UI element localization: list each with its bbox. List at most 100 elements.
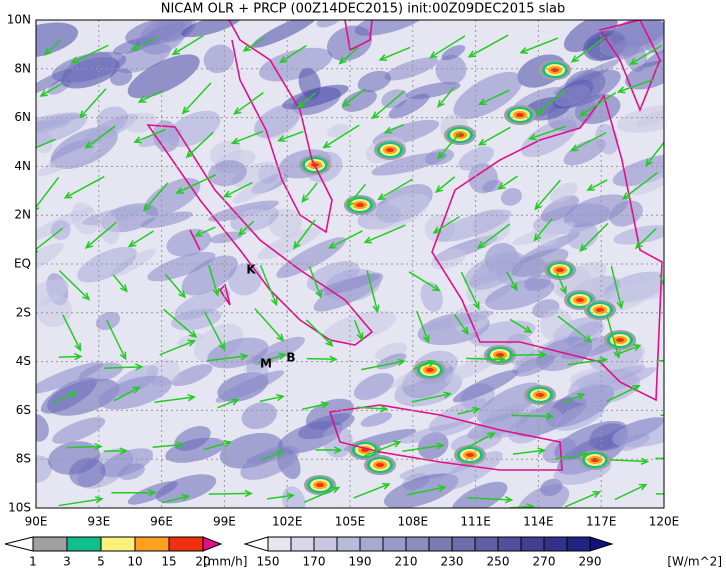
olr-patch <box>36 68 73 96</box>
olr-patch <box>371 152 447 176</box>
wind-arrow <box>36 227 64 253</box>
wind-arrow <box>567 356 609 366</box>
wind-arrow <box>193 226 216 237</box>
lat-label: 8N <box>14 61 31 75</box>
lon-label: 108E <box>398 515 429 529</box>
olr-patch <box>147 251 216 282</box>
colorbar-cell <box>474 536 499 552</box>
wind-arrow <box>610 457 650 465</box>
wind-arrow <box>509 318 533 334</box>
wind-arrow <box>408 271 441 292</box>
wind-arrow <box>361 358 406 371</box>
wind-arrow <box>84 125 116 149</box>
wind-arrow <box>103 447 128 455</box>
olr-patch <box>341 89 377 112</box>
olr-patch <box>241 402 277 430</box>
wind-arrow <box>163 308 198 339</box>
wind-arrow <box>363 224 406 244</box>
colorbar-tip <box>202 536 223 552</box>
precip-cell <box>426 368 434 372</box>
olr-patch <box>469 320 536 347</box>
wind-arrow <box>655 493 664 495</box>
olr-patch <box>435 54 467 85</box>
olr-patch <box>100 448 154 478</box>
wind-arrow <box>457 406 481 415</box>
wind-arrow <box>267 492 295 500</box>
colorbar-label: 150 <box>257 555 280 569</box>
colorbar-cell <box>134 536 170 552</box>
colorbar-cell <box>405 536 430 552</box>
precip-cell <box>386 148 394 152</box>
colorbar-cell <box>497 536 522 552</box>
lon-label: 117E <box>586 515 617 529</box>
wind-arrow <box>222 181 253 198</box>
olr-patch <box>453 71 523 119</box>
olr-patch <box>613 225 664 245</box>
wind-arrow <box>276 130 304 142</box>
wind-arrow <box>259 264 278 307</box>
olr-patch <box>52 417 106 444</box>
wind-arrow <box>466 355 506 363</box>
olr-patch <box>327 123 349 138</box>
wind-arrow <box>185 131 214 159</box>
lat-label: 10S <box>8 501 31 515</box>
wind-arrow <box>579 222 609 253</box>
colorbar-cell <box>451 536 476 552</box>
wind-arrow <box>434 176 456 193</box>
wind-arrow <box>84 221 117 249</box>
colorbar-tip <box>243 536 269 552</box>
precip-cell <box>356 203 364 207</box>
colorbar-label: 190 <box>349 555 372 569</box>
wind-arrow <box>606 385 641 403</box>
colorbars: 1 3 5 10 15 20[mm/h] 150 170 190 210 230 250 270 290 [… <box>4 536 722 569</box>
wind-arrow <box>570 36 606 63</box>
colorbar-unit: [W/m^2] <box>667 555 722 569</box>
wind-vectors <box>36 34 664 508</box>
wind-arrow <box>346 183 367 208</box>
wind-arrow <box>133 128 167 144</box>
wind-arrow <box>378 46 411 61</box>
wind-arrow <box>511 412 555 420</box>
wind-arrow <box>402 442 445 452</box>
colorbar-cell <box>168 536 204 552</box>
wind-arrow <box>341 88 366 108</box>
wind-arrow <box>477 126 511 146</box>
wind-arrow <box>206 352 249 362</box>
lat-label: 8S <box>16 452 31 466</box>
wind-arrow <box>66 442 103 451</box>
colorbar-cell <box>336 536 361 552</box>
wind-arrow <box>437 131 462 160</box>
olr-patch <box>428 398 487 432</box>
wind-arrow <box>292 219 316 250</box>
olr-patch <box>231 161 279 187</box>
wind-arrow <box>152 441 185 449</box>
colorbar-label: 170 <box>303 555 326 569</box>
wind-arrow <box>569 131 607 152</box>
wind-arrow <box>506 271 518 292</box>
wind-arrow <box>663 321 664 323</box>
wind-arrow <box>371 90 405 120</box>
wind-arrow <box>171 34 204 56</box>
wind-arrow <box>366 270 380 314</box>
wind-arrow <box>113 386 141 402</box>
colorbar-label: 290 <box>579 555 602 569</box>
colorbar-label: 230 <box>441 555 464 569</box>
colorbar-cell <box>359 536 384 552</box>
wind-arrow <box>416 310 430 344</box>
precip-cell <box>596 308 604 312</box>
wind-arrow <box>413 360 437 370</box>
olr-patch <box>143 177 201 217</box>
olr-patch <box>276 237 346 279</box>
wind-arrow <box>161 493 191 504</box>
olr-patch <box>77 246 137 283</box>
olr-patch <box>357 70 392 93</box>
wind-arrow <box>278 44 307 64</box>
wind-arrow <box>655 457 664 460</box>
wind-arrow <box>58 352 83 361</box>
olr-patch <box>540 308 574 342</box>
olr-patch <box>47 378 120 416</box>
olr-patch <box>36 414 49 442</box>
wind-arrow <box>254 307 285 342</box>
olr-patch <box>84 113 139 143</box>
